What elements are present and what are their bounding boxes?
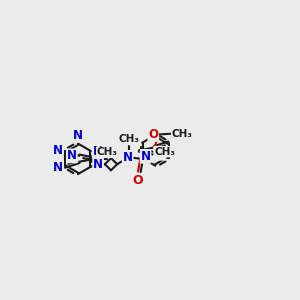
Text: CH₃: CH₃	[172, 129, 193, 139]
Text: O: O	[148, 128, 158, 141]
Text: N: N	[73, 129, 83, 142]
Text: CH₃: CH₃	[154, 147, 175, 157]
Text: N: N	[156, 147, 166, 160]
Text: N: N	[123, 151, 133, 164]
Text: O: O	[133, 174, 143, 187]
Text: CH₃: CH₃	[118, 134, 139, 144]
Text: N: N	[93, 158, 103, 171]
Text: N: N	[67, 149, 77, 162]
Text: N: N	[53, 161, 63, 174]
Text: N: N	[53, 144, 63, 157]
Text: N: N	[141, 150, 151, 163]
Text: CH₃: CH₃	[97, 147, 118, 158]
Text: N: N	[93, 145, 103, 158]
